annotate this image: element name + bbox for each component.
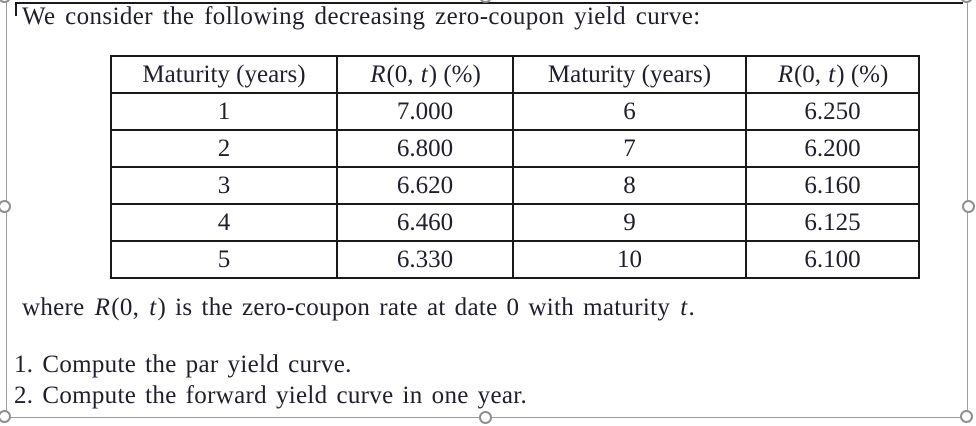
question-1-text: Compute the par yield curve.: [42, 351, 352, 378]
selection-handle-bottom-center[interactable]: [479, 411, 492, 424]
exercise-box-corner-rule: [15, 2, 17, 16]
table-cell: 6.330: [336, 240, 514, 279]
table-cell: 7: [512, 129, 747, 168]
where-note: where R(0, t) is the zero-coupon rate at…: [22, 294, 696, 321]
table-cell: 5: [110, 240, 338, 279]
table-cell: 6.100: [745, 240, 920, 279]
table-body: 1 7.000 6 6.250 2 6.800 7 6.200 3 6.620 8 6.160 4 6.4…: [110, 92, 920, 279]
table-cell: 10: [512, 240, 747, 279]
question-2: 2. Compute the forward yield curve in one…: [14, 382, 527, 410]
table-cell: 3: [110, 166, 338, 205]
yield-curve-table: Maturity (years) R(0, t) (%) Maturity (yea…: [110, 55, 920, 279]
table-cell: 6.460: [336, 203, 514, 242]
table-cell: 9: [512, 203, 747, 242]
table-cell: 7.000: [336, 92, 514, 131]
question-2-text: Compute the forward yield curve in one y…: [42, 382, 528, 409]
table-header-cell: Maturity (years): [110, 55, 338, 94]
table-header-cell: Maturity (years): [512, 55, 747, 94]
table-cell: 6.160: [745, 166, 920, 205]
table-cell: 6.200: [745, 129, 920, 168]
table-cell: 6: [512, 92, 747, 131]
table-row: 2 6.800 7 6.200: [110, 129, 920, 168]
selection-handle-middle-left[interactable]: [0, 200, 11, 213]
question-1-number: 1.: [14, 351, 34, 378]
question-2-number: 2.: [14, 382, 34, 409]
table-cell: 8: [512, 166, 747, 205]
table-cell: 4: [110, 203, 338, 242]
table-header-cell: R(0, t) (%): [745, 55, 920, 94]
table-row: 5 6.330 10 6.100: [110, 240, 920, 279]
table-cell: 2: [110, 129, 338, 168]
table-header-cell: R(0, t) (%): [336, 55, 514, 94]
selection-handle-bottom-left[interactable]: [0, 410, 11, 423]
table-row: 4 6.460 9 6.125: [110, 203, 920, 242]
selection-handle-bottom-right[interactable]: [960, 410, 973, 423]
intro-text: We consider the following decreasing zer…: [22, 3, 701, 30]
table-cell: 1: [110, 92, 338, 131]
table-row: 1 7.000 6 6.250: [110, 92, 920, 131]
table-cell: 6.125: [745, 203, 920, 242]
table-row: 3 6.620 8 6.160: [110, 166, 920, 205]
table-header-row: Maturity (years) R(0, t) (%) Maturity (yea…: [110, 55, 920, 94]
exercise-box-top-rule: [15, 2, 963, 4]
question-1: 1. Compute the par yield curve.: [14, 351, 352, 379]
table-cell: 6.620: [336, 166, 514, 205]
table-cell: 6.250: [745, 92, 920, 131]
table-cell: 6.800: [336, 129, 514, 168]
selection-handle-middle-right[interactable]: [962, 200, 975, 213]
